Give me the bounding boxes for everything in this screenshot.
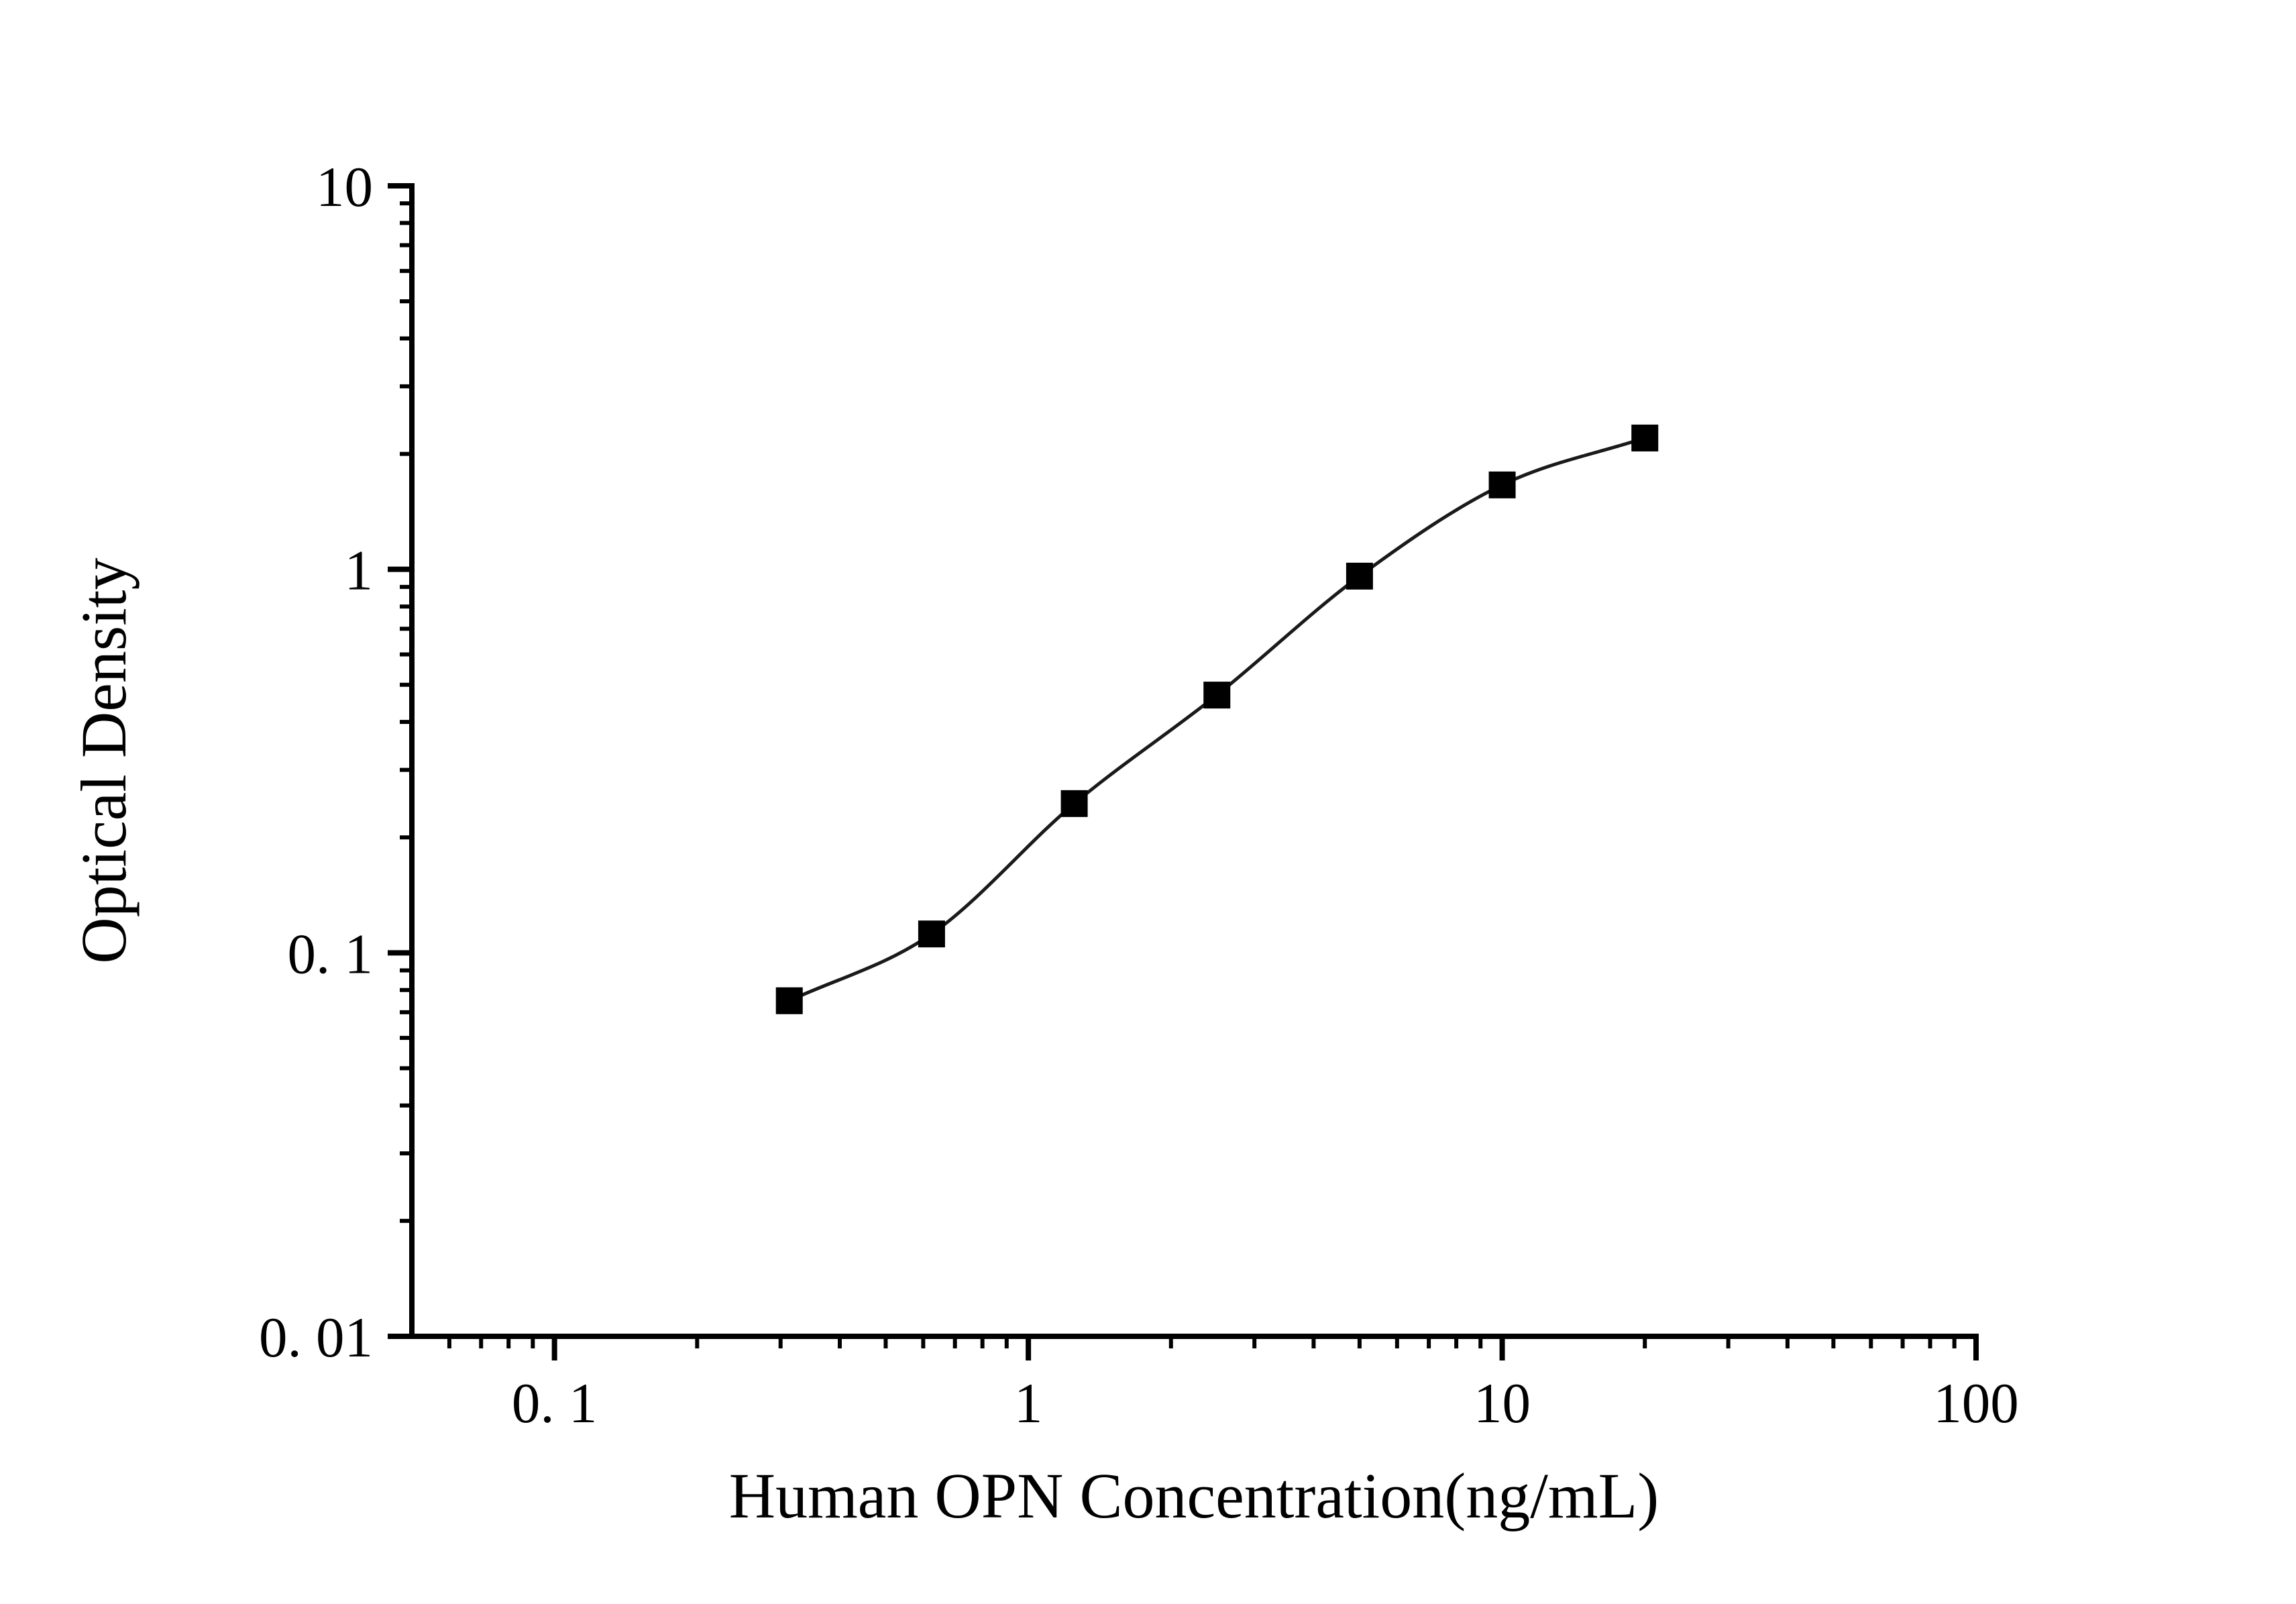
y-tick-label: 0. 1	[288, 922, 374, 985]
y-tick-label: 0. 01	[259, 1306, 373, 1369]
data-point-marker	[1631, 424, 1659, 451]
data-point-marker	[1203, 682, 1231, 709]
fit-curve-line	[788, 436, 1645, 1003]
y-tick-label: 10	[316, 156, 373, 219]
x-tick-label: 0. 1	[512, 1372, 598, 1435]
y-axis-title: Optical Density	[68, 557, 140, 964]
data-point-marker	[1488, 471, 1516, 498]
data-point-marker	[1060, 790, 1088, 817]
x-tick-label: 100	[1933, 1372, 2019, 1435]
data-point-marker	[918, 920, 945, 948]
data-point-marker	[1346, 562, 1373, 590]
x-tick-label: 1	[1014, 1372, 1043, 1435]
x-axis-title: Human OPN Concentration(ng/mL)	[728, 1460, 1659, 1532]
y-tick-label: 1	[345, 539, 374, 602]
data-point-marker	[775, 987, 803, 1014]
x-tick-label: 10	[1474, 1372, 1531, 1435]
